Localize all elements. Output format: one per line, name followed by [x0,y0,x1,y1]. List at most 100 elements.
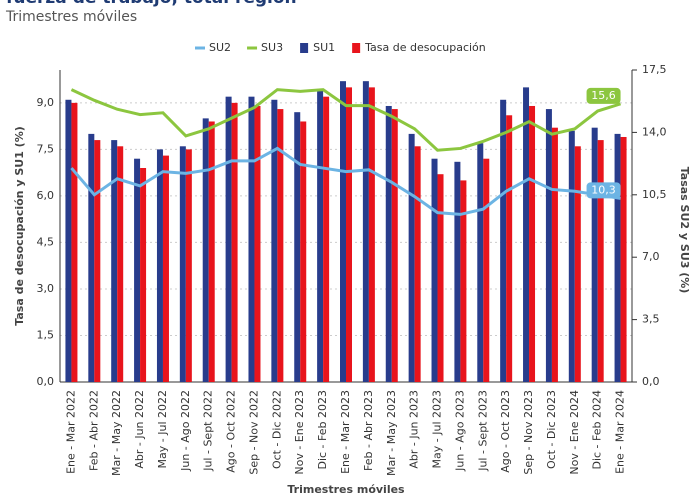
x-axis-title: Trimestres móviles [287,483,405,495]
x-tick-label: Jun - Ago 2023 [453,390,466,472]
bar [545,109,552,382]
y2-tick-label: 17,5 [642,63,667,76]
bar [597,140,604,382]
bar [391,109,398,382]
bar [225,96,232,382]
value-label-box [586,182,621,199]
bar [362,81,369,382]
bar [454,161,461,382]
y2-tick-label: 14,0 [642,125,667,138]
x-tick-label: Sep - Nov 2023 [522,390,535,475]
x-tick-label: Nov - Ene 2024 [568,390,581,475]
bar [185,149,192,382]
bar [117,146,124,382]
bar [437,174,444,382]
bar [202,118,209,382]
x-tick-label: Abr - Jun 2022 [133,390,146,469]
bar [340,81,346,382]
bar [568,130,575,382]
bar [317,90,324,383]
x-tick-label: Sep - Nov 2022 [247,390,260,475]
legend-swatch [352,43,361,53]
bar [88,133,95,382]
x-tick-label: Feb - Abr 2022 [87,390,100,471]
bar [591,127,598,382]
y-tick-label: 9,0 [37,96,55,109]
line [70,146,621,216]
y2-axis-title: Tasas SU2 y SU3 (%) [678,167,691,294]
x-tick-label: Mar - May 2023 [385,390,398,476]
bar [300,121,307,383]
bar [574,146,581,382]
chart-title: fuerza de trabajo, total región [6,0,297,8]
x-tick-label: Oct - Dic 2022 [270,390,283,469]
y-tick-label: 7,5 [37,142,55,155]
x-tick-label: Ago - Oct 2022 [225,390,238,473]
bar [231,102,238,382]
line [70,88,622,152]
y-tick-label: 1,5 [37,328,55,341]
bar [414,146,421,382]
bar [111,140,118,382]
bar [368,87,375,382]
x-tick-label: Jul - Sept 2023 [476,390,489,472]
bar [254,105,261,383]
value-label-box [586,87,621,104]
bar [408,133,415,382]
x-tick-label: Ene - Mar 2024 [614,390,627,474]
x-tick-label: Ago - Oct 2023 [499,390,512,473]
y2-tick-label: 3,5 [642,313,660,326]
value-label: 10,3 [591,183,616,196]
x-tick-label: Ene - Mar 2022 [64,390,77,474]
bar [614,133,621,382]
x-tick-label: Mar - May 2022 [110,390,123,476]
x-tick-label: May - Jul 2022 [156,390,169,468]
legend-swatch [300,43,309,53]
y2-tick-label: 10,5 [642,188,667,201]
x-tick-label: Jun - Ago 2022 [179,390,192,472]
bar [431,158,438,382]
x-tick-label: Nov - Ene 2023 [293,390,306,475]
bar [71,102,78,382]
bar [248,96,255,382]
legend-label: SU1 [313,41,335,54]
x-tick-label: Oct - Dic 2023 [545,390,558,469]
bar [529,105,536,383]
x-tick-label: Abr - Jun 2023 [408,390,421,469]
y-tick-label: 6,0 [37,189,55,202]
y-tick-label: 0,0 [37,375,55,388]
y2-tick-label: 7,0 [642,250,660,263]
x-tick-label: Ene - Mar 2023 [339,390,352,474]
bar [271,99,278,382]
bar [506,115,513,382]
legend-label: Tasa de desocupación [364,41,486,54]
y-tick-label: 3,0 [37,282,55,295]
x-tick-label: May - Jul 2023 [431,390,444,468]
bar [179,146,186,382]
bar [346,87,352,382]
bar [500,99,507,382]
bar [94,140,101,382]
bar [551,127,558,382]
x-tick-label: Dic - Feb 2024 [591,390,604,470]
bar [323,96,330,382]
bar [294,112,301,382]
y-tick-label: 4,5 [37,235,55,248]
bar [156,149,163,382]
bar [162,155,169,382]
legend-label: SU2 [209,41,231,54]
x-tick-label: Jul - Sept 2022 [202,390,215,472]
bar [523,87,530,382]
bar [65,99,72,382]
chart-subtitle: Trimestres móviles [5,9,137,25]
bar [620,136,627,382]
legend-label: SU3 [261,41,283,54]
bar [460,180,467,382]
x-tick-label: Dic - Feb 2023 [316,390,329,470]
y2-tick-label: 0,0 [642,375,660,388]
bar [277,109,284,382]
bar [140,168,147,382]
x-tick-label: Feb - Abr 2023 [362,390,375,471]
bar [134,158,141,382]
bar [385,105,392,383]
